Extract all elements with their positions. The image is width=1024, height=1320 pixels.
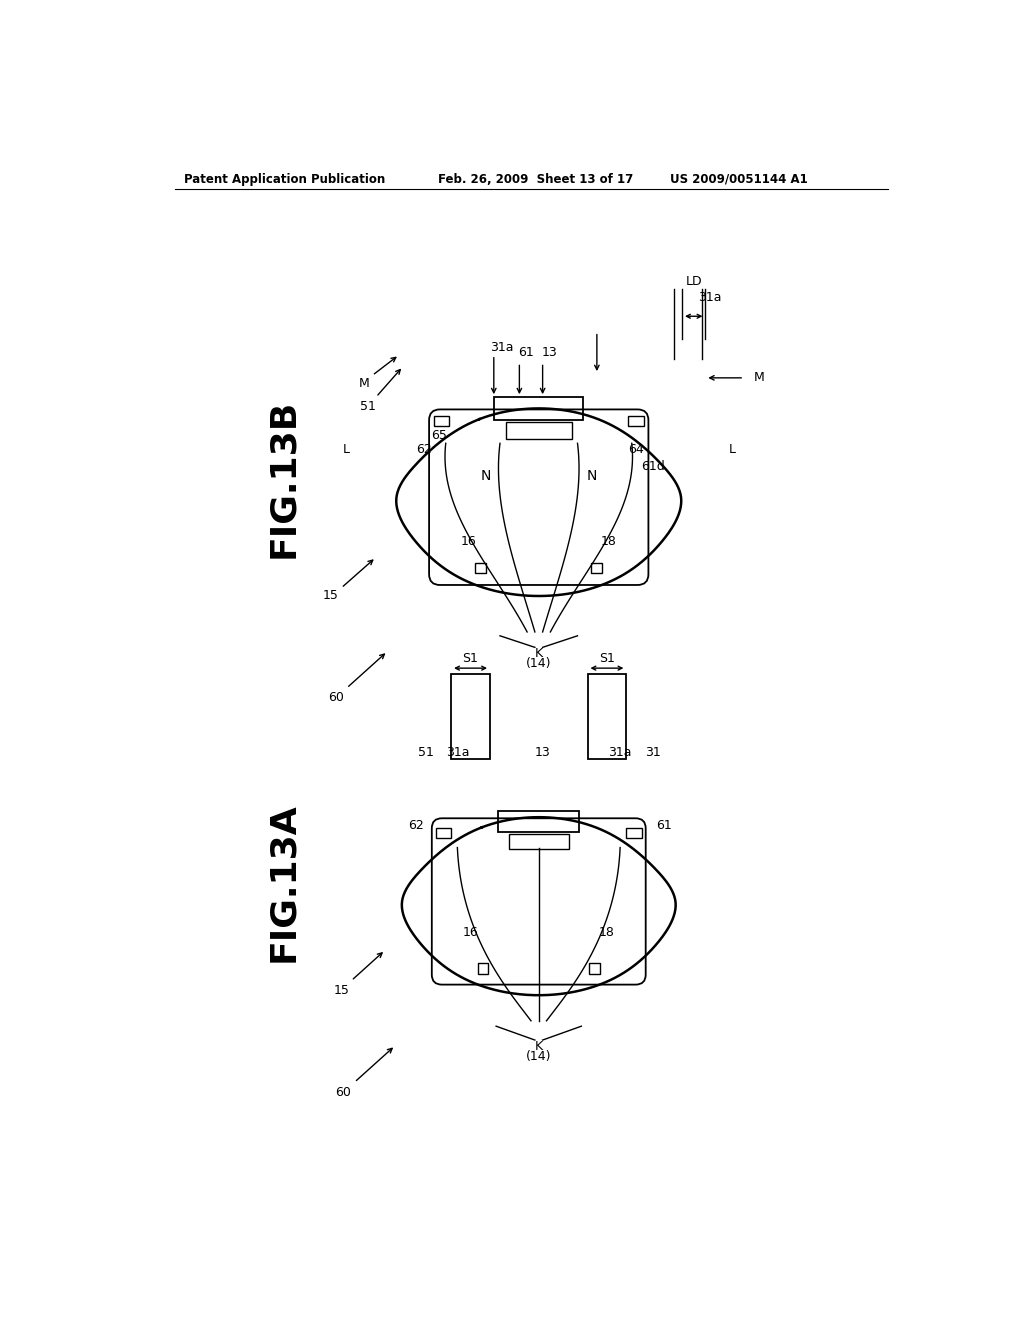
- Text: 51: 51: [419, 746, 434, 759]
- Text: 16: 16: [463, 925, 478, 939]
- Bar: [434, 416, 450, 426]
- Bar: [629, 416, 644, 426]
- Bar: [498, 810, 580, 832]
- Text: M: M: [755, 371, 765, 384]
- Text: LD: LD: [685, 275, 702, 288]
- Text: 51: 51: [360, 400, 376, 413]
- Bar: [435, 828, 452, 838]
- Text: N: N: [481, 469, 492, 483]
- Text: 31: 31: [645, 746, 662, 759]
- Bar: [592, 562, 602, 573]
- Text: 15: 15: [333, 983, 349, 997]
- Text: (14): (14): [526, 1049, 552, 1063]
- Text: 61: 61: [656, 820, 672, 833]
- Text: 65: 65: [431, 429, 447, 442]
- Text: Patent Application Publication: Patent Application Publication: [183, 173, 385, 186]
- Bar: [509, 834, 569, 849]
- Text: 64: 64: [628, 444, 643, 455]
- Text: (14): (14): [526, 657, 552, 671]
- Text: N: N: [587, 469, 597, 483]
- Text: K: K: [535, 647, 543, 660]
- Text: 15: 15: [324, 589, 339, 602]
- Text: 31a: 31a: [489, 341, 513, 354]
- Text: 13: 13: [542, 346, 557, 359]
- Text: L: L: [343, 444, 350, 455]
- Bar: [506, 422, 571, 438]
- Text: 62: 62: [416, 444, 432, 455]
- Text: 31a: 31a: [697, 290, 721, 304]
- Bar: [588, 675, 627, 759]
- Text: 31a: 31a: [608, 746, 632, 759]
- Bar: [495, 397, 584, 420]
- Text: K: K: [535, 1040, 543, 1053]
- Text: 18: 18: [599, 925, 614, 939]
- Text: 60: 60: [328, 690, 344, 704]
- Text: FIG.13B: FIG.13B: [266, 399, 300, 557]
- Text: 61d: 61d: [642, 459, 666, 473]
- Text: Feb. 26, 2009  Sheet 13 of 17: Feb. 26, 2009 Sheet 13 of 17: [438, 173, 633, 186]
- Text: 13: 13: [535, 746, 551, 759]
- Bar: [627, 828, 642, 838]
- Text: 61: 61: [518, 346, 535, 359]
- Bar: [477, 964, 488, 974]
- Bar: [452, 675, 489, 759]
- Text: 62: 62: [409, 820, 424, 833]
- Bar: [589, 964, 600, 974]
- Bar: [475, 562, 486, 573]
- Text: L: L: [729, 444, 736, 455]
- Text: M: M: [359, 376, 370, 389]
- Text: S1: S1: [599, 652, 614, 665]
- Text: S1: S1: [463, 652, 478, 665]
- Text: US 2009/0051144 A1: US 2009/0051144 A1: [671, 173, 808, 186]
- Text: FIG.13A: FIG.13A: [266, 803, 300, 962]
- Text: 31a: 31a: [445, 746, 469, 759]
- Text: 18: 18: [600, 536, 616, 548]
- Text: 16: 16: [461, 536, 477, 548]
- Text: 60: 60: [336, 1086, 351, 1100]
